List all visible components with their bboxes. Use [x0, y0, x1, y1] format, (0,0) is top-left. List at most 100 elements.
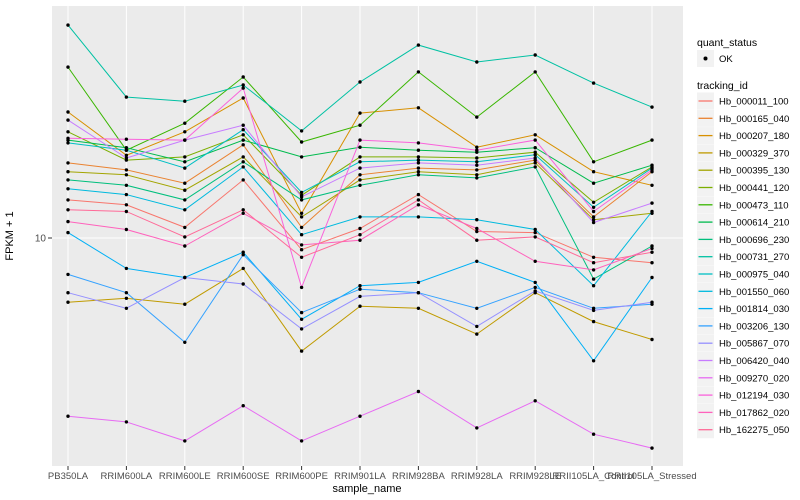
data-point — [241, 160, 245, 164]
x-tick-label: RRIM600LE — [159, 471, 211, 482]
data-point — [299, 285, 304, 290]
data-point — [591, 277, 596, 281]
x-tick-label: PB350LA — [48, 471, 89, 482]
data-point — [416, 198, 421, 202]
data-point — [124, 306, 129, 310]
data-point — [475, 332, 479, 336]
data-point — [475, 426, 479, 430]
legend-label: Hb_000473_110 — [719, 200, 789, 211]
data-point — [475, 176, 479, 180]
data-point — [241, 282, 245, 286]
data-point — [183, 181, 187, 185]
data-point — [241, 143, 245, 147]
data-point — [241, 83, 245, 87]
data-point — [650, 250, 654, 254]
data-point — [183, 302, 187, 306]
data-point — [358, 178, 362, 182]
data-point — [358, 145, 362, 149]
data-point — [416, 280, 421, 285]
data-point — [533, 227, 537, 232]
data-point — [183, 166, 187, 170]
data-point — [183, 99, 187, 103]
data-point — [475, 156, 479, 160]
data-point — [183, 198, 187, 202]
data-point — [124, 291, 129, 295]
data-point — [650, 246, 654, 251]
data-point — [183, 340, 187, 344]
data-point — [66, 130, 70, 134]
data-point — [241, 404, 245, 408]
data-point — [241, 123, 245, 127]
data-point — [66, 161, 70, 165]
data-point — [124, 203, 129, 207]
legend-label: Hb_000696_230 — [719, 235, 789, 246]
data-point — [241, 96, 245, 100]
data-point — [124, 148, 129, 152]
data-point — [533, 230, 537, 235]
data-points — [66, 23, 654, 450]
data-point — [241, 155, 245, 159]
data-point — [299, 349, 304, 353]
data-point — [591, 209, 596, 214]
data-point — [416, 70, 421, 74]
data-point — [241, 208, 245, 212]
legend-label: Hb_000207_180 — [719, 131, 789, 142]
data-point — [241, 138, 245, 142]
y-tick-label: 10 — [35, 234, 47, 245]
data-point — [475, 324, 479, 329]
data-point — [475, 238, 479, 242]
data-point — [124, 266, 129, 271]
data-point — [650, 337, 654, 342]
data-point — [533, 153, 537, 157]
data-point — [358, 233, 362, 237]
data-point — [591, 200, 596, 204]
data-point — [66, 178, 70, 182]
x-tick-label: RRIM928LE — [509, 471, 561, 482]
data-point — [299, 317, 304, 321]
data-point — [416, 141, 421, 145]
data-point — [299, 190, 304, 195]
data-point — [533, 235, 537, 239]
data-point — [66, 291, 70, 295]
data-point — [416, 148, 421, 152]
data-point — [533, 161, 537, 165]
data-point — [124, 153, 129, 157]
data-point — [183, 130, 187, 134]
data-point — [533, 70, 537, 74]
data-point — [183, 439, 187, 443]
data-point — [533, 150, 537, 154]
data-point — [183, 121, 187, 125]
data-point — [358, 155, 362, 159]
data-point — [475, 226, 479, 231]
data-point — [358, 173, 362, 177]
data-point — [533, 138, 537, 142]
data-point — [183, 160, 187, 164]
data-point — [299, 215, 304, 219]
legend-label: Hb_000614_210 — [719, 218, 789, 229]
data-point — [183, 275, 187, 280]
data-point — [299, 439, 304, 443]
data-point — [66, 230, 70, 235]
data-point — [475, 259, 479, 263]
data-point — [475, 148, 479, 152]
x-axis-title: sample_name — [332, 483, 401, 495]
legend-label: Hb_003206_130 — [719, 321, 789, 332]
data-point — [416, 173, 421, 177]
legend-label: Hb_000441_120 — [719, 183, 789, 194]
data-point — [591, 220, 596, 225]
data-point — [416, 166, 421, 170]
data-point — [416, 389, 421, 394]
legend-label: Hb_000731_270 — [719, 252, 789, 263]
x-tick-label: RRIM901LA — [334, 471, 386, 482]
data-point — [591, 359, 596, 363]
data-point — [591, 261, 596, 265]
data-point — [475, 60, 479, 64]
data-point — [66, 136, 70, 140]
data-point — [299, 129, 304, 133]
data-point — [416, 215, 421, 219]
data-point — [475, 229, 479, 234]
data-point — [650, 163, 654, 167]
data-point — [299, 255, 304, 259]
data-point — [183, 138, 187, 142]
legend-label: Hb_001550_060 — [719, 287, 789, 298]
